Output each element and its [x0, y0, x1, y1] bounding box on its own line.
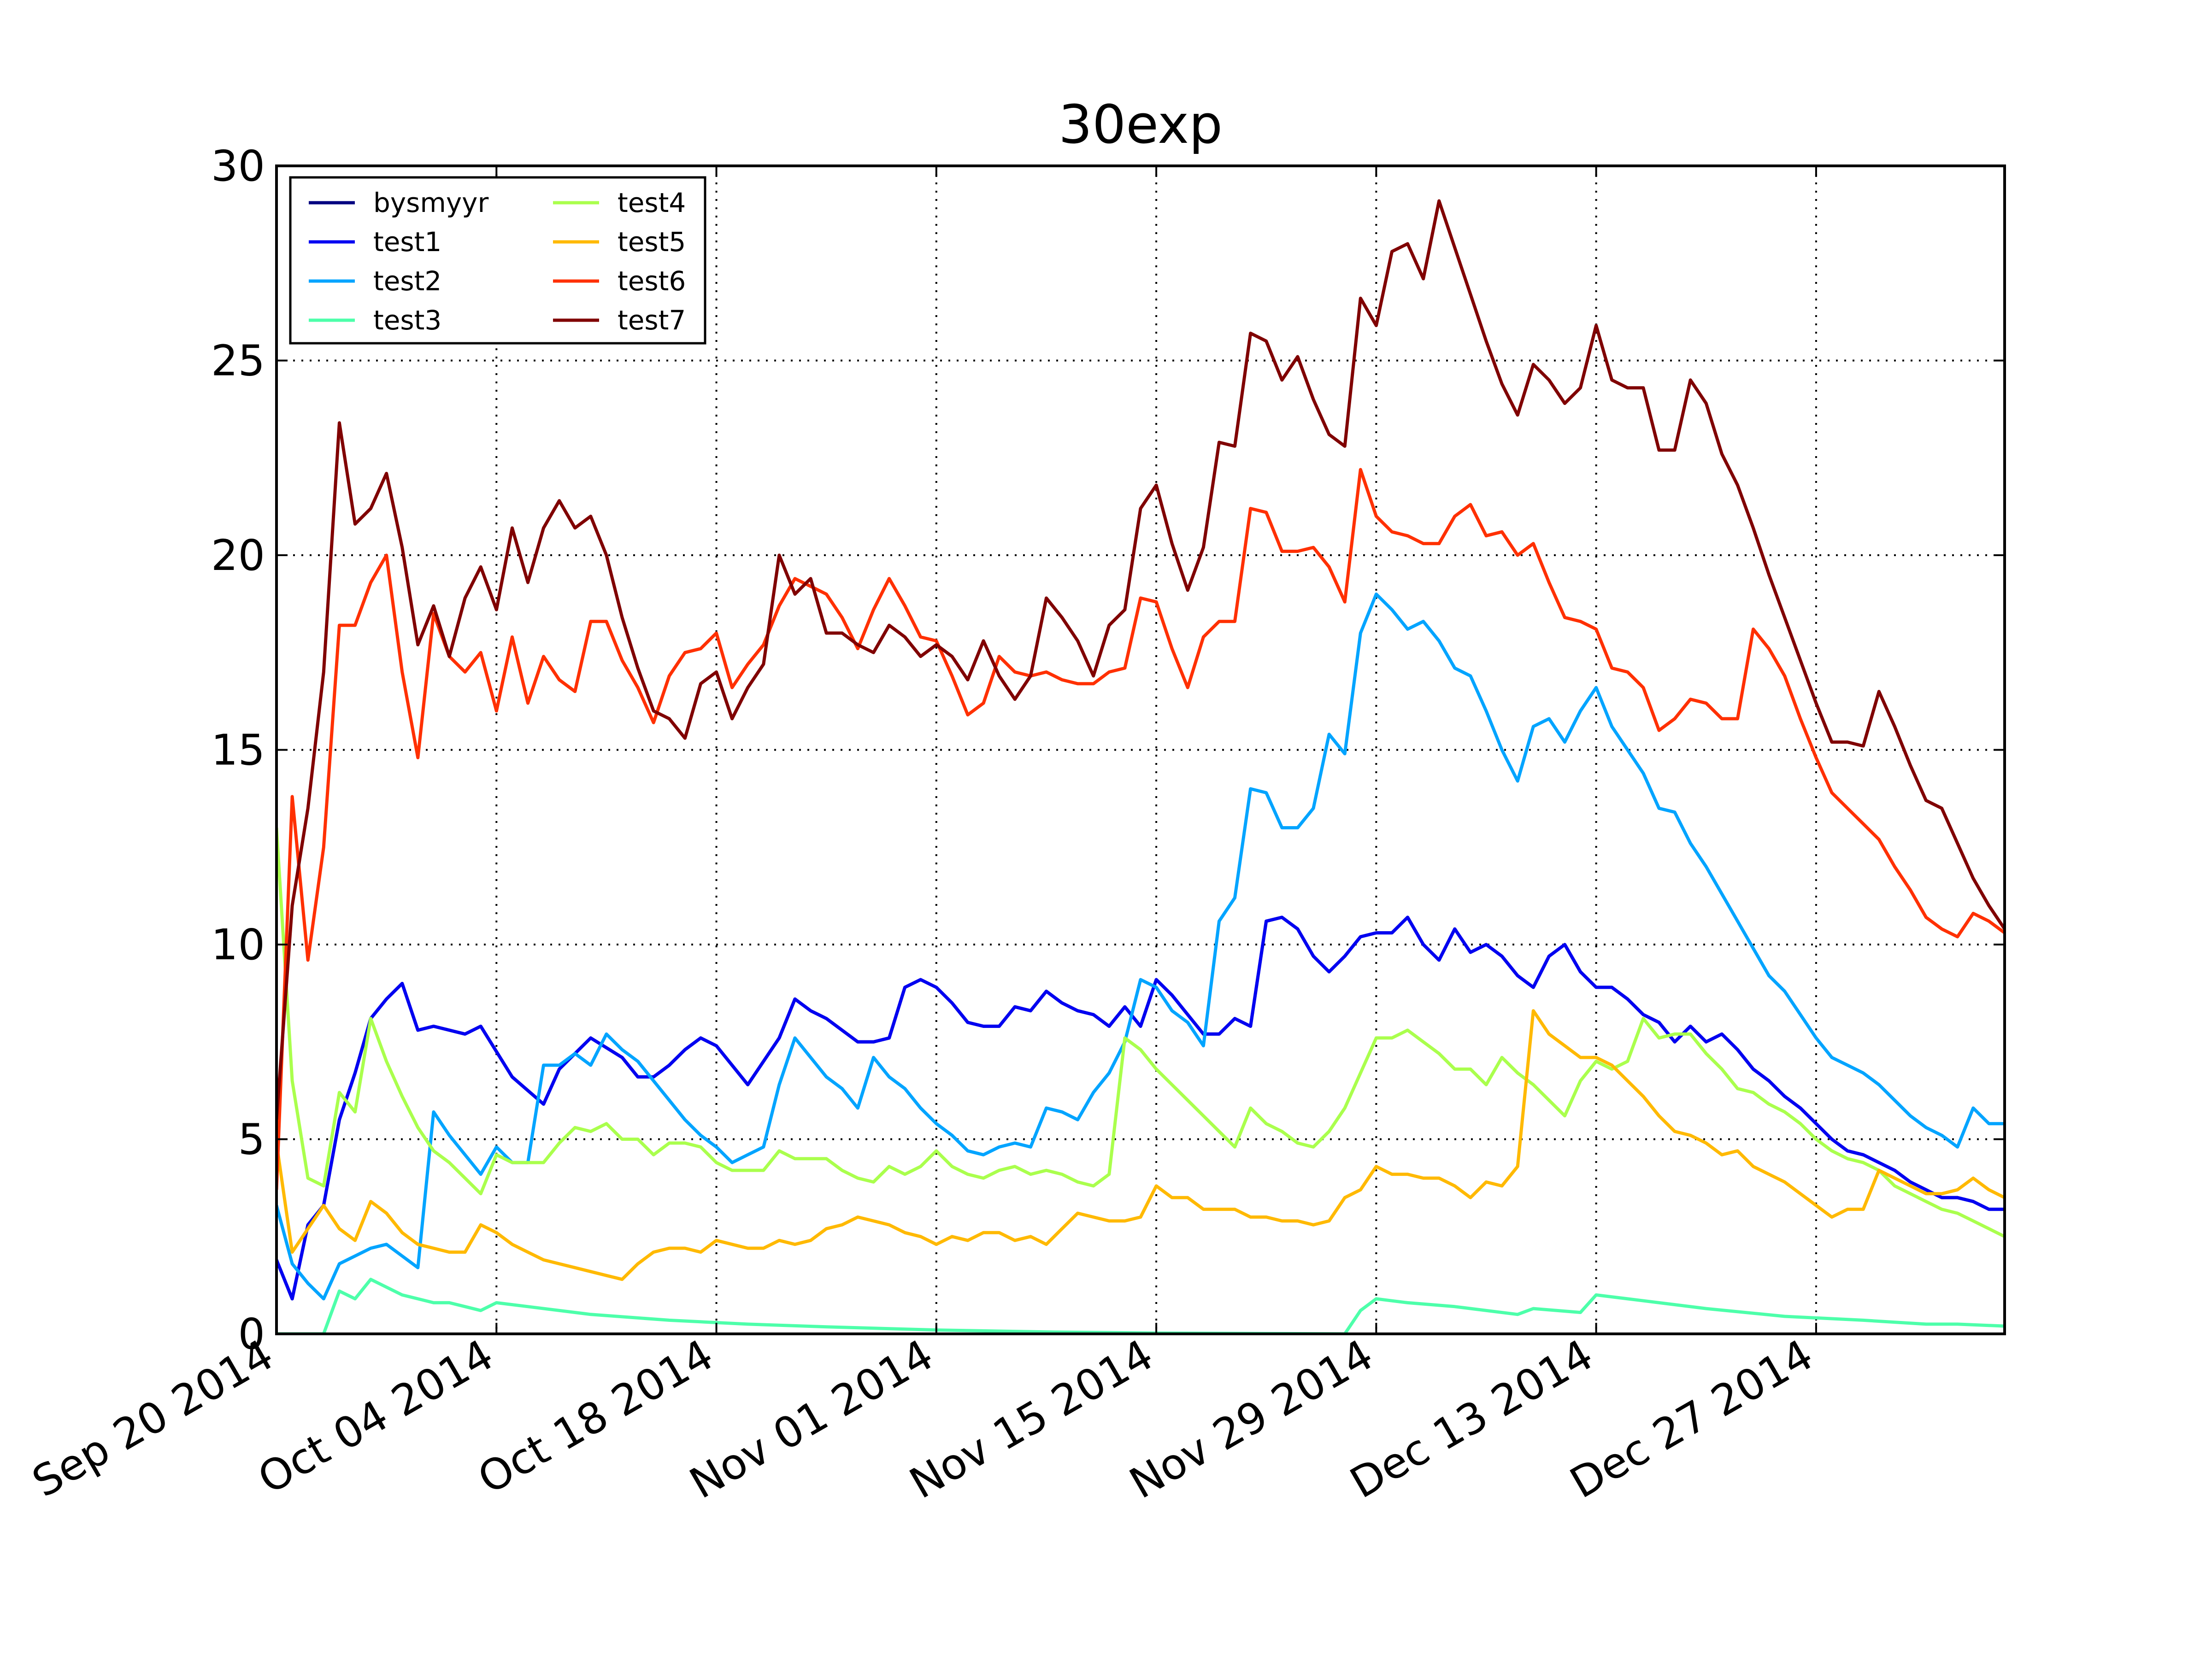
legend-box [289, 176, 706, 345]
y-tick-label: 25 [211, 336, 265, 386]
legend-label-test4: test4 [618, 187, 686, 218]
series-line-test6 [276, 468, 2005, 1190]
series-line-test4 [276, 828, 2005, 1238]
legend-label-test1: test1 [373, 226, 441, 258]
legend-label-test3: test3 [373, 305, 441, 336]
y-tick-label: 20 [211, 531, 265, 580]
y-tick-label: 5 [238, 1115, 265, 1164]
legend-label-test6: test6 [618, 265, 686, 297]
series-line-test5 [276, 1009, 2005, 1281]
legend-label-test2: test2 [373, 265, 441, 297]
series-lines [276, 199, 2005, 1334]
legend-label-test7: test7 [618, 305, 686, 336]
chart-title: 30exp [1059, 94, 1223, 156]
y-tick-label: 15 [211, 726, 265, 775]
grid [276, 166, 2005, 1334]
y-tick-label: 0 [238, 1309, 265, 1359]
series-line-test7 [276, 199, 2005, 1120]
legend: bysmyyr test1 test2 test3 test4 test5 test6 tes… [289, 176, 706, 345]
y-tick-label: 30 [211, 141, 265, 191]
legend-label-bysmyyr: bysmyyr [373, 187, 489, 218]
legend-label-test5: test5 [618, 226, 686, 258]
series-line-test2 [276, 593, 2005, 1301]
y-tick-label: 10 [211, 920, 265, 969]
series-line-test3 [276, 1278, 2005, 1334]
